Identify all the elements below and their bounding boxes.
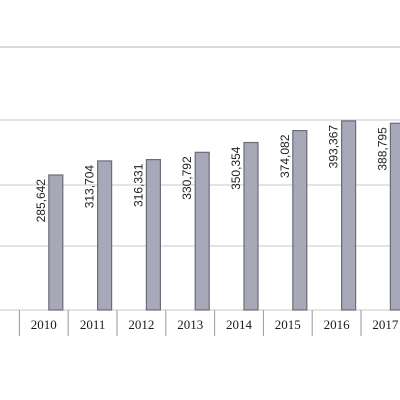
x-tick-label: 2014 bbox=[226, 317, 253, 332]
value-label-2010: 285,642 bbox=[34, 179, 48, 223]
x-tick-label: 2012 bbox=[128, 317, 154, 332]
value-label-2014: 350,354 bbox=[229, 146, 243, 190]
bar-2015 bbox=[292, 130, 308, 311]
bar-2013 bbox=[194, 151, 210, 311]
bars bbox=[48, 120, 400, 311]
value-labels: 285,642 313,704 316,331 330,792 350,354 374,0… bbox=[34, 125, 390, 223]
x-axis: 201020112012201320142015201620172 bbox=[18, 310, 399, 336]
value-label-2011: 313,704 bbox=[83, 165, 97, 209]
x-tick-label: 2015 bbox=[275, 317, 301, 332]
value-label-2012: 316,331 bbox=[131, 163, 145, 207]
x-tick-label: 2010 bbox=[31, 317, 57, 332]
x-tick-label: 2017 bbox=[372, 317, 399, 332]
bar-2010 bbox=[48, 174, 64, 311]
bar-2012 bbox=[145, 158, 161, 311]
value-label-2017: 388,795 bbox=[375, 127, 389, 171]
x-tick-label: 2016 bbox=[324, 317, 351, 332]
value-label-2015: 374,082 bbox=[278, 134, 292, 178]
bar-2017 bbox=[389, 122, 400, 311]
x-tick-label: 2013 bbox=[177, 317, 203, 332]
value-label-2013: 330,792 bbox=[180, 156, 194, 200]
bar-2014 bbox=[243, 141, 259, 311]
bar-2016 bbox=[341, 120, 357, 311]
bar-2011 bbox=[96, 160, 113, 311]
x-tick-label: 2011 bbox=[80, 317, 106, 332]
value-label-2016: 393,367 bbox=[327, 125, 341, 169]
